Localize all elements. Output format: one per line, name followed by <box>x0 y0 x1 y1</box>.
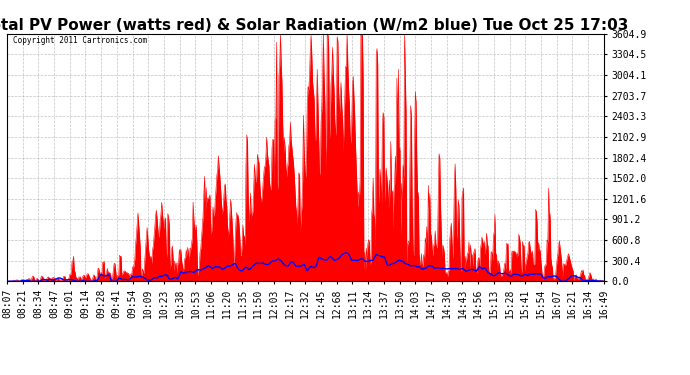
Text: Copyright 2011 Cartronics.com: Copyright 2011 Cartronics.com <box>13 36 147 45</box>
Title: Total PV Power (watts red) & Solar Radiation (W/m2 blue) Tue Oct 25 17:03: Total PV Power (watts red) & Solar Radia… <box>0 18 629 33</box>
